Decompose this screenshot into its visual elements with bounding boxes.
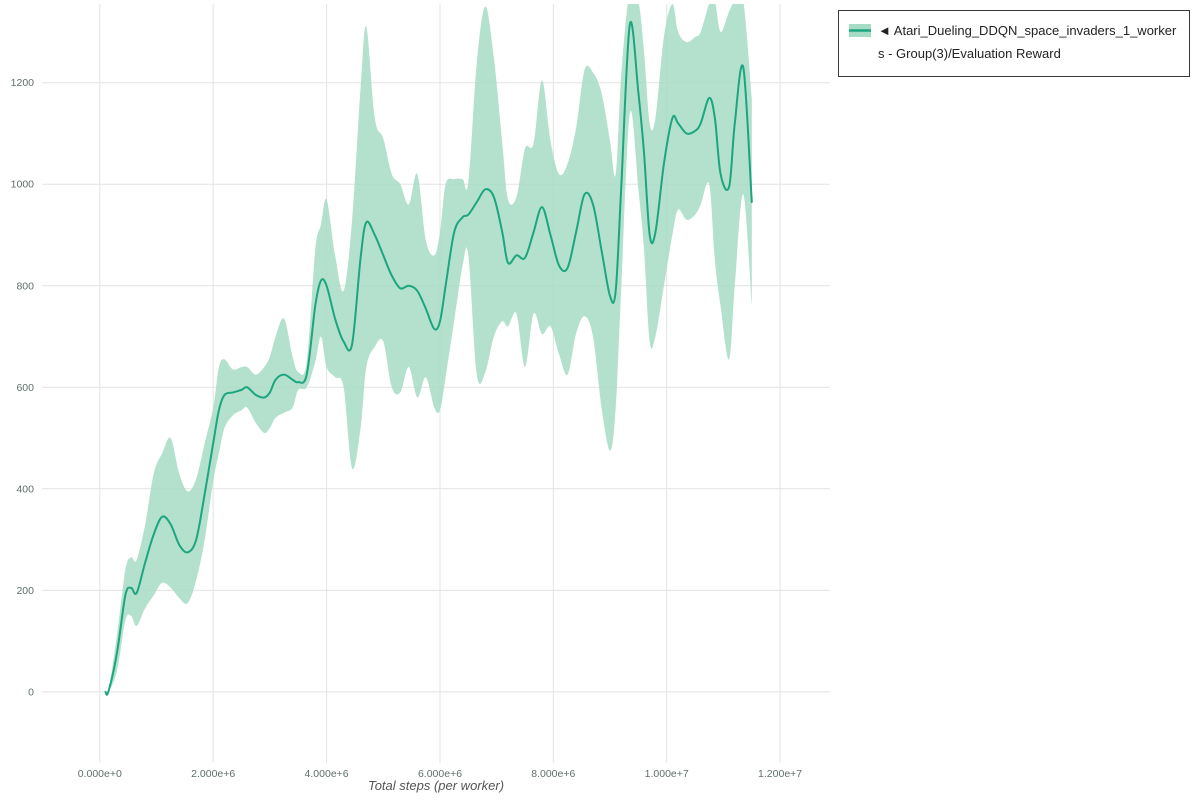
legend-entry: ◄ Atari_Dueling_DDQN_space_invaders_1_wo… bbox=[878, 20, 1179, 66]
y-tick-label: 400 bbox=[16, 483, 34, 495]
x-tick-label: 8.000e+6 bbox=[531, 768, 575, 780]
y-tick-label: 200 bbox=[16, 585, 34, 597]
x-tick-label: 2.000e+6 bbox=[191, 768, 235, 780]
x-tick-label: 1.200e+7 bbox=[758, 768, 802, 780]
legend: ◄ Atari_Dueling_DDQN_space_invaders_1_wo… bbox=[838, 10, 1190, 77]
x-tick-label: 4.000e+6 bbox=[305, 768, 349, 780]
confidence-band bbox=[105, 4, 752, 696]
y-tick-label: 1200 bbox=[11, 77, 35, 89]
mean-line bbox=[104, 20, 753, 696]
legend-label: Atari_Dueling_DDQN_space_invaders_1_work… bbox=[878, 23, 1177, 61]
y-tick-label: 600 bbox=[16, 382, 34, 394]
y-tick-label: 1000 bbox=[11, 179, 35, 191]
y-tick-label: 800 bbox=[16, 280, 34, 292]
legend-swatch-icon bbox=[849, 23, 871, 38]
x-axis-label: Total steps (per worker) bbox=[368, 778, 504, 793]
y-tick-label: 0 bbox=[28, 686, 34, 698]
x-tick-label: 1.000e+7 bbox=[645, 768, 689, 780]
legend-collapse-icon[interactable]: ◄ bbox=[878, 23, 891, 38]
x-tick-label: 6.000e+6 bbox=[418, 768, 462, 780]
x-tick-label: 0.000e+0 bbox=[78, 768, 122, 780]
